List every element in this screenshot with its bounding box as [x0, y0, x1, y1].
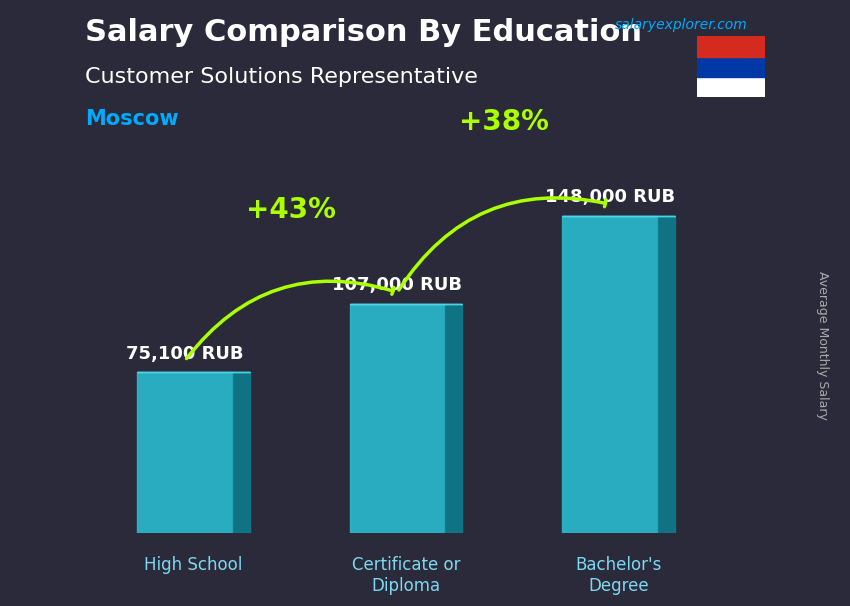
Bar [697, 56, 765, 77]
Text: +43%: +43% [246, 196, 336, 224]
Text: 75,100 RUB: 75,100 RUB [126, 345, 244, 362]
Bar [697, 36, 765, 56]
Polygon shape [658, 216, 675, 533]
Bar [562, 216, 658, 533]
Text: Certificate or
Diploma: Certificate or Diploma [352, 556, 460, 594]
Text: Salary Comparison By Education: Salary Comparison By Education [85, 18, 642, 47]
Text: Average Monthly Salary: Average Monthly Salary [816, 271, 829, 420]
Bar [697, 77, 765, 97]
Bar [137, 372, 233, 533]
Bar [349, 304, 445, 533]
Polygon shape [445, 304, 462, 533]
Text: Customer Solutions Representative: Customer Solutions Representative [85, 67, 478, 87]
Text: High School: High School [144, 556, 242, 574]
Text: Moscow: Moscow [85, 109, 178, 129]
Text: Bachelor's
Degree: Bachelor's Degree [575, 556, 661, 594]
Text: salaryexplorer.com: salaryexplorer.com [615, 18, 748, 32]
Text: +38%: +38% [459, 108, 548, 136]
Text: 107,000 RUB: 107,000 RUB [332, 276, 462, 294]
Text: 148,000 RUB: 148,000 RUB [545, 188, 675, 206]
Polygon shape [233, 372, 250, 533]
